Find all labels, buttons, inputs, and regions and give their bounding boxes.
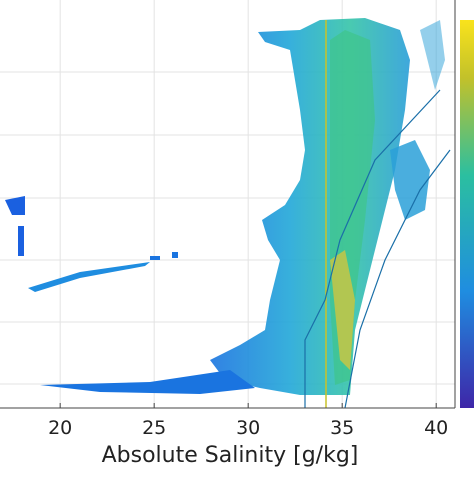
x-axis-label: Absolute Salinity [g/kg] — [102, 443, 359, 468]
x-tick-label: 30 — [236, 417, 260, 439]
x-tick-label: 40 — [424, 417, 448, 439]
x-tick-label: 25 — [142, 417, 166, 439]
x-tick-label: 35 — [330, 417, 354, 439]
density-cloud — [5, 18, 451, 409]
colorbar — [460, 20, 474, 408]
x-tick-label: 20 — [48, 417, 72, 439]
